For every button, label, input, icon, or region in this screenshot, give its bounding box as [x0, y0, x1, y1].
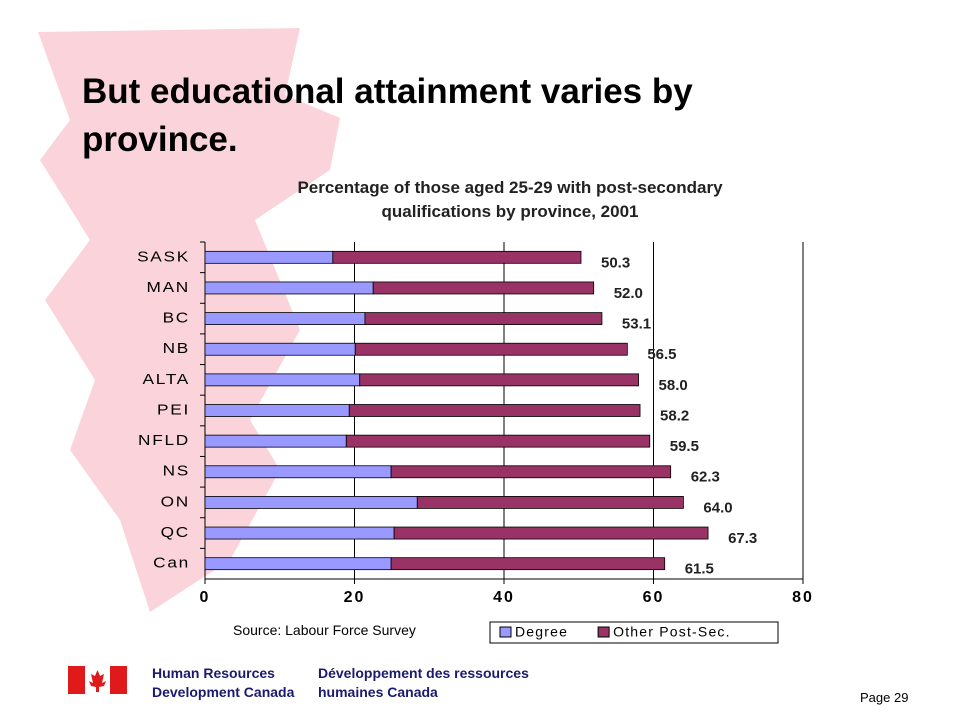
- total-label: 58.2: [660, 407, 689, 424]
- bar-segment: [364, 312, 603, 325]
- bar-segment: [204, 496, 418, 509]
- total-label: 50.3: [601, 254, 630, 271]
- bar-segment: [390, 557, 666, 571]
- bar-segment: [390, 465, 672, 479]
- total-label: 56.5: [647, 346, 676, 363]
- bar-segment: [393, 526, 709, 540]
- bar-segment: [204, 404, 350, 417]
- total-label: 52.0: [614, 285, 643, 302]
- source: Source: Labour Force Survey: [233, 622, 416, 638]
- legend-label: Degree: [515, 624, 568, 640]
- x-tick-label: 80: [792, 589, 814, 606]
- bar-segment: [348, 404, 641, 417]
- y-tick-label: SASK: [137, 248, 190, 265]
- bar-segment: [204, 434, 347, 448]
- y-tick-label: ALTA: [143, 371, 190, 388]
- x-tick-label: 40: [493, 589, 515, 606]
- bar-segment: [359, 373, 639, 387]
- bar-segment: [372, 281, 595, 295]
- org-english: Human Resources Development Canada: [152, 665, 295, 700]
- legend-swatch: [499, 626, 512, 638]
- y-tick-label: NB: [163, 340, 190, 357]
- x-tick-label: 20: [344, 589, 366, 606]
- bar-segment: [332, 250, 582, 264]
- chart-title: Percentage of those aged 25-29 with post…: [297, 178, 723, 221]
- bar-segment: [345, 434, 651, 448]
- x-tick-label: 60: [643, 589, 665, 606]
- y-tick-label: BC: [163, 310, 190, 327]
- bar-segment: [204, 281, 374, 295]
- bar-segment: [204, 250, 334, 264]
- x-tick-label: 0: [200, 589, 211, 606]
- bar-segment: [204, 342, 356, 356]
- legend-box: [489, 621, 779, 644]
- y-tick-label: PEI: [157, 401, 190, 418]
- total-label: 58.0: [659, 377, 688, 394]
- y-tick-label: NFLD: [138, 432, 190, 449]
- bar-segment: [204, 526, 395, 540]
- bar-segment: [204, 557, 392, 571]
- total-label: 61.5: [685, 561, 714, 578]
- bar-segment: [204, 465, 392, 479]
- legend-swatch: [597, 626, 610, 638]
- bar-segment: [416, 496, 684, 509]
- y-tick-label: QC: [161, 524, 190, 541]
- y-tick-label: Can: [153, 555, 190, 572]
- legend-label: Other Post-Sec.: [613, 624, 731, 640]
- total-label: 64.0: [703, 499, 732, 516]
- bar-segment: [204, 373, 361, 387]
- y-tick-label: ON: [161, 493, 190, 510]
- total-label: 67.3: [728, 530, 757, 547]
- y-tick-label: NS: [163, 463, 190, 480]
- page-number: Page 29: [860, 690, 909, 705]
- slide-title: But educational attainment varies by pro…: [82, 72, 693, 159]
- total-label: 53.1: [622, 316, 651, 333]
- bar-segment: [204, 312, 366, 325]
- org-french: Développement des ressources humaines Ca…: [318, 665, 529, 700]
- bar-segment: [354, 342, 628, 356]
- total-label: 59.5: [670, 438, 699, 455]
- flag: [68, 666, 127, 694]
- total-label: 62.3: [691, 469, 720, 486]
- y-tick-label: MAN: [146, 279, 190, 296]
